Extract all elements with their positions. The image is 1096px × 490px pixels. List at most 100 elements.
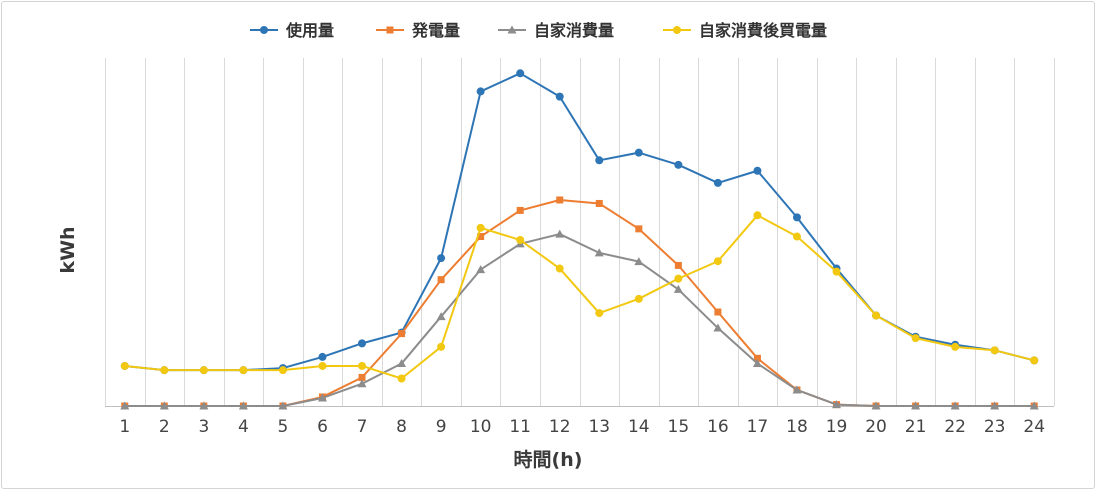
data-point (397, 359, 407, 368)
series-3 (120, 229, 1039, 410)
data-point (832, 267, 841, 276)
legend-label: 自家消費量 (534, 21, 614, 40)
data-point (476, 223, 485, 232)
data-point (595, 199, 603, 207)
data-point (673, 284, 683, 293)
series-line (124, 198, 1035, 407)
x-tick-label: 18 (786, 417, 808, 437)
data-point (477, 233, 485, 241)
data-point (990, 346, 999, 355)
series-line (124, 214, 1035, 380)
x-axis-title: 時間(h) (514, 449, 583, 471)
series-2 (121, 196, 1038, 410)
data-point (753, 211, 762, 220)
data-point (1030, 356, 1039, 365)
x-tick-label: 5 (278, 417, 289, 437)
data-point (239, 366, 248, 375)
x-tick-label: 8 (396, 417, 407, 437)
data-point (753, 166, 762, 175)
data-point (872, 311, 881, 320)
data-point (437, 342, 446, 351)
x-tick-label: 9 (436, 417, 447, 437)
data-point (516, 69, 525, 78)
data-point (357, 379, 367, 388)
data-point (318, 352, 327, 361)
data-point (555, 92, 564, 101)
x-tick-label: 21 (905, 417, 927, 437)
data-point (595, 309, 604, 318)
data-point (990, 401, 1000, 410)
x-tick-label: 13 (588, 417, 610, 437)
legend-marker (386, 26, 394, 34)
x-tick-label: 15 (668, 417, 690, 437)
legend: 使用量 発電量 自家消費量 自家消費後買電量 (250, 21, 827, 40)
series-line (124, 233, 1035, 407)
data-point (594, 248, 604, 257)
data-point (358, 373, 366, 381)
data-point (752, 359, 762, 368)
legend-item: 使用量 (250, 21, 334, 40)
legend-marker (507, 25, 517, 34)
data-point (120, 361, 129, 370)
data-point (951, 342, 960, 351)
data-point (713, 178, 722, 187)
data-point (159, 401, 169, 410)
x-tick-label: 10 (470, 417, 492, 437)
data-point (476, 265, 486, 274)
x-tick-label: 17 (747, 417, 769, 437)
data-point (555, 229, 565, 238)
data-point (713, 323, 723, 332)
data-point (436, 312, 446, 321)
data-point (199, 401, 209, 410)
data-point (871, 401, 881, 410)
data-point (516, 236, 525, 245)
data-point (713, 257, 722, 266)
legend-item: 自家消費後買電量 (663, 21, 827, 40)
data-point (911, 334, 920, 343)
data-point (398, 330, 406, 338)
x-tick-label: 12 (549, 417, 571, 437)
data-point (911, 401, 921, 410)
data-point (556, 196, 564, 204)
data-point (792, 232, 801, 241)
data-point (674, 261, 682, 269)
data-point (634, 294, 643, 303)
data-point (674, 274, 683, 283)
x-tick-label: 19 (826, 417, 848, 437)
data-point (792, 213, 801, 222)
legend-item: 発電量 (376, 21, 460, 40)
data-point (160, 366, 169, 375)
data-point (516, 206, 524, 214)
y-axis-title: kWh (57, 226, 79, 273)
x-tick-label: 4 (238, 417, 249, 437)
legend-marker (673, 26, 681, 34)
data-point (1029, 401, 1039, 410)
data-point (437, 276, 445, 284)
data-point (358, 361, 367, 370)
data-point (238, 401, 248, 410)
data-point (437, 254, 446, 263)
data-point (714, 308, 722, 316)
data-point (635, 225, 643, 233)
data-point (397, 374, 406, 383)
data-point (199, 366, 208, 375)
legend-marker (260, 26, 268, 34)
data-point (476, 87, 485, 96)
legend-label: 自家消費後買電量 (699, 21, 827, 40)
x-tick-label: 22 (944, 417, 966, 437)
data-point (358, 339, 367, 348)
x-tick-label: 11 (509, 417, 531, 437)
x-tick-label: 24 (1023, 417, 1045, 437)
x-tick-labels: 1 2 3 4 5 6 7 8 9 10 11 12 13 14 15 16 17 18 19 20 21 22 23 24 (119, 417, 1045, 437)
data-point (317, 393, 327, 402)
legend-item: 自家消費量 (498, 21, 614, 40)
series-line (124, 72, 1035, 372)
x-tick-label: 20 (865, 417, 887, 437)
legend-label: 使用量 (285, 21, 334, 40)
x-tick-label: 23 (984, 417, 1006, 437)
data-point (674, 160, 683, 169)
x-tick-label: 14 (628, 417, 650, 437)
x-tick-label: 6 (317, 417, 328, 437)
x-tick-label: 2 (159, 417, 170, 437)
